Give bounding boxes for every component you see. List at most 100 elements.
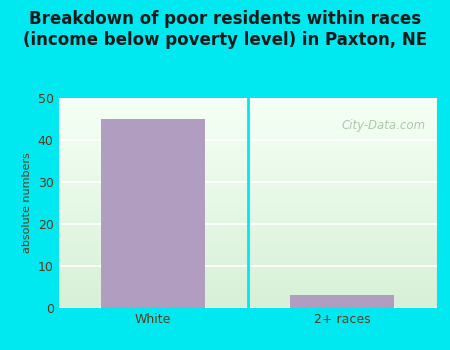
Bar bbox=[58, 226, 436, 228]
Bar bbox=[58, 253, 436, 256]
Bar bbox=[58, 167, 436, 169]
Bar bbox=[58, 287, 436, 289]
Bar bbox=[58, 205, 436, 207]
Bar bbox=[58, 134, 436, 136]
Bar bbox=[58, 199, 436, 201]
Bar bbox=[58, 262, 436, 264]
Bar bbox=[58, 239, 436, 241]
Bar bbox=[58, 247, 436, 249]
Bar bbox=[58, 214, 436, 216]
Bar bbox=[58, 119, 436, 121]
Bar bbox=[58, 188, 436, 190]
Bar bbox=[58, 298, 436, 300]
Bar bbox=[58, 302, 436, 304]
Bar bbox=[58, 295, 436, 298]
Bar bbox=[58, 228, 436, 230]
Bar bbox=[58, 251, 436, 253]
Bar bbox=[58, 138, 436, 140]
Bar bbox=[58, 224, 436, 226]
Bar bbox=[58, 155, 436, 157]
Bar bbox=[58, 132, 436, 134]
Bar bbox=[58, 176, 436, 178]
Bar bbox=[58, 306, 436, 308]
Bar bbox=[58, 190, 436, 192]
Y-axis label: absolute numbers: absolute numbers bbox=[22, 153, 32, 253]
Bar bbox=[58, 264, 436, 266]
Bar bbox=[58, 102, 436, 104]
Bar bbox=[58, 300, 436, 302]
Bar bbox=[58, 98, 436, 100]
Bar bbox=[58, 258, 436, 260]
Bar bbox=[58, 195, 436, 197]
Bar bbox=[58, 146, 436, 148]
Bar bbox=[58, 266, 436, 268]
Bar bbox=[58, 108, 436, 111]
Bar bbox=[58, 274, 436, 277]
Bar bbox=[58, 180, 436, 182]
Bar bbox=[58, 178, 436, 180]
Bar bbox=[58, 283, 436, 285]
Bar bbox=[58, 234, 436, 237]
Bar bbox=[58, 104, 436, 106]
Text: City-Data.com: City-Data.com bbox=[341, 119, 425, 132]
Bar bbox=[58, 211, 436, 214]
Bar bbox=[58, 159, 436, 161]
Bar bbox=[58, 125, 436, 127]
Bar bbox=[58, 218, 436, 220]
Bar bbox=[101, 119, 205, 308]
Bar bbox=[58, 193, 436, 195]
Bar bbox=[58, 111, 436, 113]
Bar bbox=[58, 272, 436, 274]
Bar bbox=[58, 220, 436, 222]
Bar bbox=[58, 268, 436, 270]
Bar bbox=[58, 184, 436, 186]
Bar bbox=[58, 285, 436, 287]
Bar bbox=[58, 256, 436, 258]
Bar bbox=[58, 281, 436, 283]
Bar bbox=[58, 117, 436, 119]
Bar bbox=[58, 276, 436, 279]
Bar bbox=[58, 142, 436, 144]
Bar bbox=[58, 127, 436, 130]
Bar bbox=[58, 203, 436, 205]
Bar bbox=[58, 260, 436, 262]
Bar bbox=[58, 230, 436, 232]
Bar bbox=[58, 174, 436, 176]
Bar bbox=[58, 241, 436, 243]
Bar bbox=[58, 165, 436, 167]
Bar bbox=[58, 304, 436, 306]
Bar bbox=[58, 216, 436, 218]
Bar bbox=[58, 237, 436, 239]
Bar bbox=[58, 232, 436, 234]
Bar bbox=[58, 245, 436, 247]
Bar bbox=[58, 157, 436, 159]
Bar bbox=[58, 197, 436, 199]
Bar bbox=[58, 100, 436, 102]
Bar bbox=[58, 144, 436, 146]
Bar bbox=[58, 106, 436, 108]
Bar bbox=[58, 293, 436, 295]
Bar bbox=[58, 140, 436, 142]
Bar bbox=[58, 222, 436, 224]
Bar bbox=[58, 209, 436, 211]
Bar bbox=[58, 123, 436, 125]
Bar bbox=[290, 295, 394, 308]
Bar bbox=[58, 148, 436, 150]
Bar bbox=[58, 163, 436, 165]
Bar bbox=[58, 153, 436, 155]
Bar bbox=[58, 182, 436, 184]
Bar bbox=[58, 121, 436, 123]
Bar bbox=[58, 289, 436, 291]
Bar bbox=[58, 249, 436, 251]
Bar bbox=[58, 291, 436, 293]
Bar bbox=[58, 201, 436, 203]
Bar bbox=[58, 130, 436, 132]
Bar bbox=[58, 172, 436, 174]
Bar bbox=[58, 279, 436, 281]
Bar bbox=[58, 169, 436, 172]
Bar bbox=[58, 207, 436, 209]
Bar bbox=[58, 136, 436, 138]
Bar bbox=[58, 270, 436, 272]
Bar bbox=[58, 150, 436, 153]
Bar bbox=[58, 186, 436, 188]
